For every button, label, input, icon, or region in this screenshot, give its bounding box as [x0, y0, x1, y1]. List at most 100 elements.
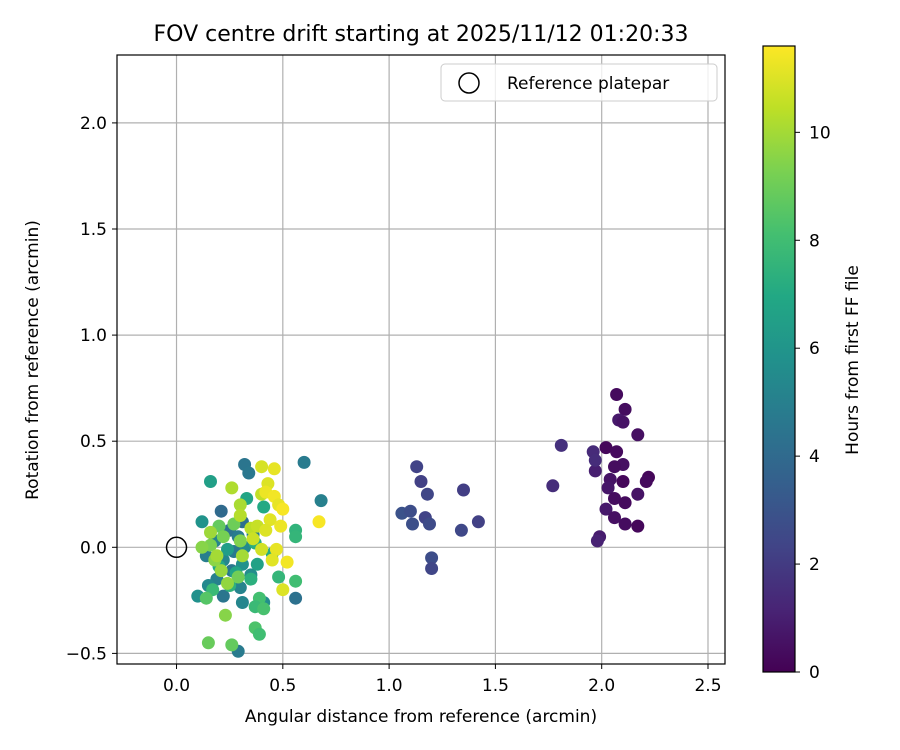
data-point: [255, 542, 269, 556]
data-point: [425, 551, 439, 565]
colorbar-tick-label: 2: [809, 555, 820, 575]
data-point: [199, 591, 213, 605]
x-tick-label: 1.0: [376, 676, 403, 696]
plot-frame: [116, 54, 726, 665]
data-point: [225, 638, 239, 652]
colorbar-frame: [762, 45, 796, 673]
data-point: [195, 540, 209, 554]
data-point: [272, 570, 286, 584]
data-point: [420, 487, 434, 501]
y-tick-label: −0.5: [66, 644, 107, 664]
data-point: [588, 453, 602, 467]
data-point: [631, 487, 645, 501]
legend-label: Reference platepar: [507, 74, 669, 94]
data-point: [263, 513, 277, 527]
data-point: [233, 534, 247, 548]
data-point: [265, 553, 279, 567]
data-point: [546, 479, 560, 493]
y-tick-label: 1.5: [80, 220, 107, 240]
data-point: [257, 602, 271, 616]
data-point: [216, 530, 230, 544]
grid-lines: [117, 55, 725, 664]
colorbar-ticks: 0 2 4 6 8 10: [795, 123, 831, 683]
data-point: [233, 509, 247, 522]
legend: Reference platepar: [440, 63, 718, 102]
data-point: [204, 475, 217, 488]
data-point: [235, 596, 249, 609]
data-point: [610, 445, 624, 459]
data-point: [608, 511, 621, 525]
data-point: [289, 574, 303, 588]
data-point: [269, 542, 283, 556]
data-point: [618, 517, 632, 531]
data-point: [406, 517, 419, 531]
data-point: [457, 483, 470, 497]
data-point: [204, 525, 217, 539]
data-point: [250, 557, 264, 571]
data-point: [423, 517, 436, 531]
data-point: [289, 530, 303, 544]
data-point: [267, 462, 281, 476]
data-point: [235, 549, 249, 563]
data-point: [631, 428, 645, 442]
x-axis-ticks: 0.0 0.5 1.0 1.5 2.0 2.5: [163, 664, 722, 696]
data-point: [588, 464, 602, 478]
y-tick-label: 1.0: [80, 326, 107, 346]
data-point: [252, 627, 266, 641]
data-point: [221, 576, 234, 590]
data-point: [233, 498, 247, 512]
data-point: [616, 415, 630, 429]
data-point: [257, 500, 271, 514]
colorbar: 0 2 4 6 8 10 Hours from first FF file: [762, 45, 863, 683]
data-point: [631, 519, 645, 533]
x-tick-label: 0.5: [269, 676, 296, 696]
reference-platepar-point: [165, 536, 188, 559]
data-point: [297, 455, 311, 469]
data-point: [289, 591, 303, 605]
x-axis-label: Angular distance from reference (arcmin): [245, 707, 597, 727]
data-point: [425, 562, 439, 575]
colorbar-gradient: [763, 46, 795, 672]
data-point: [554, 438, 568, 452]
y-tick-label: 0.0: [80, 538, 107, 558]
data-point: [201, 636, 215, 650]
data-point: [590, 534, 604, 548]
y-tick-label: 2.0: [80, 114, 107, 134]
data-point: [242, 466, 256, 480]
data-point: [195, 515, 209, 529]
chart-title: FOV centre drift starting at 2025/11/12 …: [154, 22, 689, 47]
data-point: [454, 523, 468, 537]
colorbar-tick-label: 8: [809, 231, 820, 251]
data-point: [233, 581, 247, 595]
colorbar-label: Hours from first FF file: [843, 265, 863, 455]
x-tick-label: 0.0: [163, 676, 190, 696]
data-point: [274, 519, 288, 533]
data-point: [244, 572, 258, 586]
data-point: [471, 515, 485, 529]
legend-marker-icon: [458, 72, 480, 94]
data-point: [599, 441, 613, 455]
data-point: [314, 494, 328, 508]
y-axis-label: Rotation from reference (arcmin): [23, 220, 43, 500]
data-point: [610, 388, 624, 401]
reference-marker: [165, 536, 188, 559]
x-tick-label: 1.5: [482, 676, 509, 696]
y-axis-ticks: −0.5 0.0 0.5 1.0 1.5 2.0: [66, 114, 117, 664]
data-point: [231, 570, 245, 584]
data-point: [639, 475, 653, 488]
legend-box: [440, 63, 718, 102]
x-tick-label: 2.0: [588, 676, 615, 696]
data-points: [191, 388, 655, 658]
data-point: [255, 460, 269, 474]
data-point: [312, 515, 326, 529]
data-point: [608, 460, 621, 474]
x-tick-label: 2.5: [694, 676, 721, 696]
data-point: [410, 460, 424, 474]
colorbar-tick-label: 10: [809, 123, 831, 143]
data-point: [601, 481, 615, 495]
data-point: [214, 504, 228, 518]
data-point: [218, 608, 232, 622]
y-tick-label: 0.5: [80, 432, 107, 452]
data-point: [259, 523, 273, 537]
